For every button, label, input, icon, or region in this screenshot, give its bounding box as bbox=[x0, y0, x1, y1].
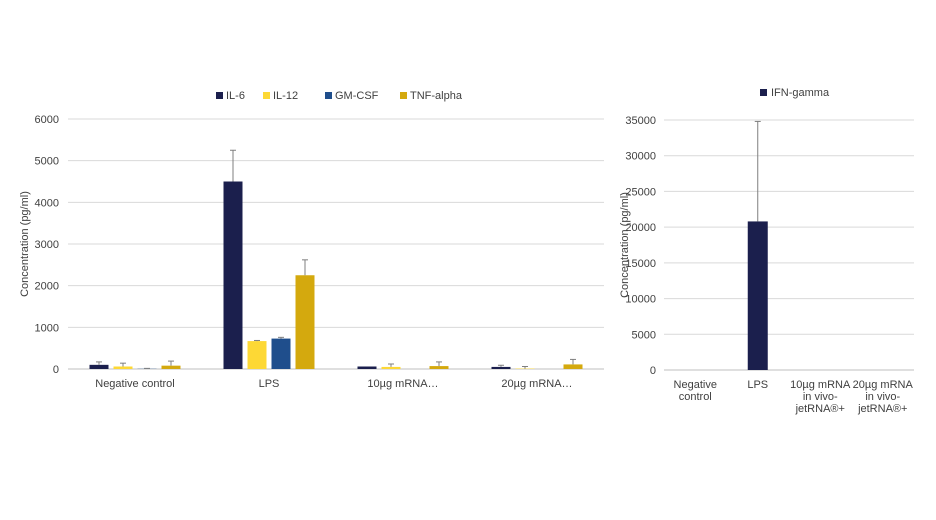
bar bbox=[271, 338, 291, 369]
y-tick-label: 2000 bbox=[35, 281, 59, 293]
x-tick-label: in vivo- bbox=[803, 391, 838, 403]
legend-swatch bbox=[760, 89, 767, 96]
legend-label: IFN-gamma bbox=[771, 87, 830, 99]
legend-label: IL-6 bbox=[226, 90, 245, 102]
x-tick-label: in vivo- bbox=[865, 391, 900, 403]
y-tick-label: 25000 bbox=[625, 186, 656, 198]
bar bbox=[429, 366, 449, 369]
y-tick-label: 20000 bbox=[625, 222, 656, 234]
y-tick-label: 4000 bbox=[35, 197, 59, 209]
bar bbox=[563, 364, 583, 369]
legend-swatch bbox=[216, 92, 223, 99]
y-tick-label: 5000 bbox=[632, 329, 656, 341]
bar bbox=[747, 221, 768, 370]
legend-swatch bbox=[263, 92, 270, 99]
bar bbox=[113, 366, 133, 369]
y-axis-label: Concentration (pg/ml) bbox=[619, 192, 631, 298]
bar bbox=[89, 364, 109, 369]
x-tick-label: 10µg mRNA… bbox=[367, 378, 438, 390]
y-tick-label: 0 bbox=[53, 364, 59, 376]
legend-label: TNF-alpha bbox=[410, 90, 463, 102]
x-tick-label: LPS bbox=[259, 378, 280, 390]
bar bbox=[247, 341, 267, 369]
y-tick-label: 15000 bbox=[625, 258, 656, 270]
legend-swatch bbox=[325, 92, 332, 99]
bar bbox=[223, 181, 243, 369]
y-tick-label: 35000 bbox=[625, 115, 656, 127]
bar bbox=[295, 275, 315, 369]
x-tick-label: LPS bbox=[747, 379, 768, 391]
legend-label: IL-12 bbox=[273, 90, 298, 102]
legend-swatch bbox=[400, 92, 407, 99]
x-tick-label: Negative control bbox=[95, 378, 175, 390]
x-tick-label: jetRNA®+ bbox=[795, 403, 845, 415]
legend-label: GM-CSF bbox=[335, 90, 379, 102]
x-tick-label: 20µg mRNA… bbox=[501, 378, 572, 390]
x-tick-label: 10µg mRNA bbox=[790, 379, 851, 391]
x-tick-label: jetRNA®+ bbox=[857, 403, 907, 415]
y-tick-label: 3000 bbox=[35, 239, 59, 251]
x-tick-label: 20µg mRNA bbox=[853, 379, 914, 391]
x-tick-label: control bbox=[679, 391, 712, 403]
y-tick-label: 10000 bbox=[625, 294, 656, 306]
chart-right: 0 5000 10000 15000 20000 25000 30000 35000 Conce… bbox=[619, 87, 914, 415]
y-tick-label: 5000 bbox=[35, 156, 59, 168]
y-tick-label: 6000 bbox=[35, 114, 59, 126]
y-tick-label: 30000 bbox=[625, 151, 656, 163]
y-axis-label: Concentration (pg/ml) bbox=[19, 191, 31, 297]
y-tick-label: 0 bbox=[650, 365, 656, 377]
bar bbox=[491, 366, 511, 369]
bar bbox=[357, 366, 377, 369]
bar bbox=[161, 365, 181, 369]
y-tick-label: 1000 bbox=[35, 322, 59, 334]
x-tick-label: Negative bbox=[674, 379, 717, 391]
bar bbox=[381, 366, 401, 369]
chart-left: 0 1000 2000 3000 4000 5000 6000 Concentration (… bbox=[19, 90, 604, 390]
